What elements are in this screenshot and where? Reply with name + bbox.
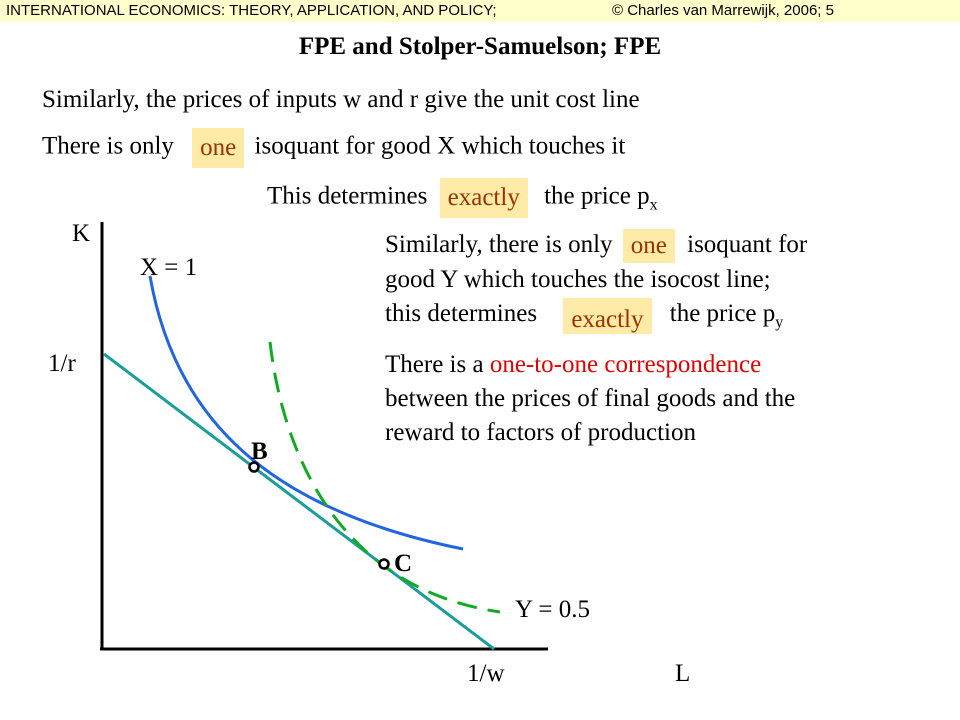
point-b-label: B xyxy=(251,438,268,465)
text-segment: isoquant for xyxy=(687,231,808,258)
text-segment: the price p xyxy=(669,300,776,328)
paragraph-line: reward to factors of production xyxy=(385,419,696,446)
paragraph-correspondence: There is a one-to-one correspondence bet… xyxy=(385,348,795,450)
paragraph-line: There is a one-to-one correspondence xyxy=(385,348,795,382)
text-segment: this determines xyxy=(385,300,538,328)
isoquant-x-label: X = 1 xyxy=(140,254,198,281)
paragraph-line: good Y which touches the isocost line; xyxy=(385,266,771,294)
isoquant-y-label: Y = 0.5 xyxy=(515,596,590,623)
text-segment: This determines xyxy=(267,182,428,210)
correspondence-highlight: one-to-one correspondence xyxy=(489,351,762,378)
text-segment: isoquant for good X which touches it xyxy=(254,132,626,160)
text-line-price-x: This determines exactly the price px xyxy=(267,178,658,222)
y-axis-label: K xyxy=(72,220,91,247)
paragraph-good-y: Similarly, there is only one isoquant fo… xyxy=(385,228,807,340)
header-bar: INTERNATIONAL ECONOMICS: THEORY, APPLICA… xyxy=(0,0,960,22)
paragraph-line: this determines exactly the price py xyxy=(385,297,807,340)
isoquant-x xyxy=(148,275,464,551)
x-axis-label: L xyxy=(675,660,691,687)
x-intercept-label: 1/w xyxy=(467,660,505,687)
highlight-exactly-y: exactly xyxy=(563,297,652,334)
text-line-isoquant-x: There is only one isoquant for good X wh… xyxy=(42,128,625,168)
isocost-line xyxy=(103,352,495,651)
subscript-x: x xyxy=(649,196,658,214)
text-line-unit-cost: Similarly, the prices of inputs w and r … xyxy=(42,86,640,113)
subscript-y: y xyxy=(775,314,784,332)
text-segment: There is only xyxy=(42,132,174,160)
text-segment: the price p xyxy=(544,182,650,210)
point-c xyxy=(378,558,390,570)
copyright-text: © Charles van Marrewijk, 2006; 5 xyxy=(612,2,834,19)
slide-title: FPE and Stolper-Samuelson; FPE xyxy=(298,33,662,60)
y-intercept-label: 1/r xyxy=(48,350,76,377)
isoquant-y xyxy=(268,341,501,614)
paragraph-line: Similarly, there is only one isoquant fo… xyxy=(385,228,808,264)
text-segment: There is a xyxy=(385,351,484,378)
point-b xyxy=(248,461,260,473)
course-title: INTERNATIONAL ECONOMICS: THEORY, APPLICA… xyxy=(6,2,497,19)
paragraph-line: between the prices of final goods and th… xyxy=(385,385,796,412)
highlight-exactly: exactly xyxy=(439,178,528,218)
text-segment: Similarly, there is only xyxy=(385,231,613,258)
highlight-one-y: one xyxy=(622,229,675,264)
point-c-label: C xyxy=(394,550,413,577)
highlight-one: one xyxy=(192,128,245,168)
